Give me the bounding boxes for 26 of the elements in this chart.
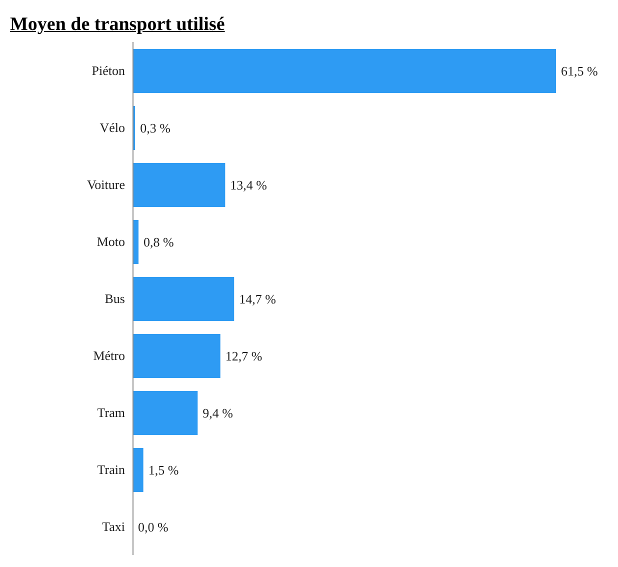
- data-label: 1,5 %: [148, 462, 179, 478]
- bar: [133, 334, 220, 378]
- data-label: 13,4 %: [230, 178, 268, 193]
- y-tick-label: Bus: [104, 291, 125, 306]
- bar: [133, 391, 198, 435]
- data-label: 0,0 %: [138, 520, 168, 535]
- bar: [133, 49, 556, 93]
- bar: [133, 448, 144, 492]
- bar: [133, 277, 234, 321]
- y-tick-label: Moto: [96, 234, 125, 250]
- y-tick-label: Train: [97, 462, 126, 478]
- y-tick-label: Voiture: [86, 177, 126, 192]
- chart-title: Moyen de transport utilisé: [9, 13, 226, 37]
- y-tick-label: Piéton: [92, 63, 126, 78]
- y-tick-label: Taxi: [102, 519, 126, 534]
- data-label: 14,7 %: [239, 292, 276, 307]
- y-tick-label: Tram: [97, 405, 125, 420]
- y-tick-label: Métro: [93, 348, 125, 364]
- bar: [133, 163, 226, 207]
- data-label: 9,4 %: [202, 406, 234, 421]
- data-label: 61,5 %: [561, 64, 598, 79]
- data-label: 12,7 %: [225, 348, 262, 364]
- bar: [133, 220, 138, 264]
- data-label: 0,3 %: [140, 120, 171, 136]
- y-tick-label: Vélo: [100, 120, 125, 136]
- data-label: 0,8 %: [144, 234, 174, 250]
